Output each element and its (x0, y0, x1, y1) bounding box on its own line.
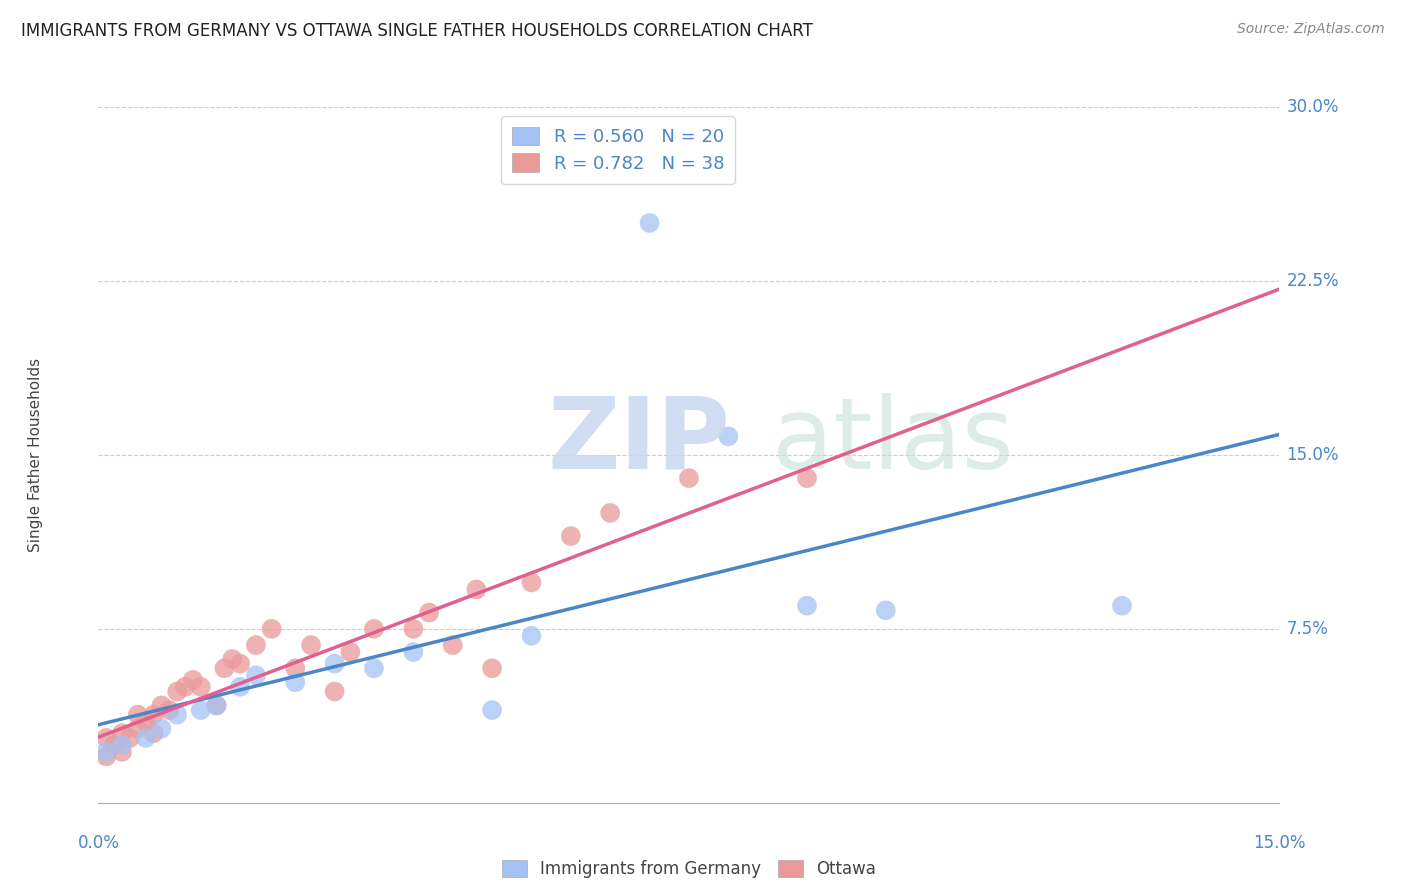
Point (520, 575, 543, 590)
Point (111, 745, 134, 759)
Point (599, 506, 621, 520)
Point (678, 471, 700, 485)
Point (402, 622, 425, 636)
Point (339, 645, 361, 659)
Point (181, 673, 204, 687)
Point (323, 657, 346, 671)
Point (638, 216, 661, 230)
Point (323, 684, 346, 698)
Point (118, 731, 141, 745)
Point (166, 707, 188, 722)
Point (205, 698, 228, 713)
Point (441, 638, 464, 652)
Point (363, 622, 385, 636)
Point (402, 645, 425, 659)
Text: 15.0%: 15.0% (1253, 834, 1306, 852)
Text: 22.5%: 22.5% (1286, 272, 1339, 290)
Point (299, 638, 322, 652)
Point (190, 703, 212, 717)
Point (796, 471, 818, 485)
Point (481, 661, 503, 675)
Point (229, 657, 252, 671)
Point (135, 714, 157, 729)
Point (174, 680, 197, 694)
Point (214, 661, 236, 675)
Point (284, 661, 307, 675)
Point (96, 745, 118, 759)
Point (96, 749, 118, 764)
Point (142, 726, 165, 740)
Point (190, 680, 212, 694)
Point (520, 629, 543, 643)
Point (157, 703, 180, 717)
Point (166, 684, 188, 698)
Point (560, 529, 582, 543)
Point (150, 698, 173, 713)
Point (127, 722, 149, 736)
Point (284, 675, 307, 690)
Point (875, 603, 897, 617)
Legend: Immigrants from Germany, Ottawa: Immigrants from Germany, Ottawa (495, 854, 883, 885)
Point (796, 599, 818, 613)
Point (245, 668, 267, 682)
Point (229, 680, 252, 694)
Text: 0.0%: 0.0% (77, 834, 120, 852)
Point (1111, 599, 1133, 613)
Point (465, 582, 488, 597)
Point (142, 707, 165, 722)
Point (127, 707, 149, 722)
Point (96, 731, 118, 745)
Point (205, 698, 228, 713)
Point (418, 606, 440, 620)
Text: 15.0%: 15.0% (1286, 446, 1339, 464)
Text: 30.0%: 30.0% (1286, 98, 1339, 116)
Point (260, 622, 283, 636)
Point (717, 429, 740, 443)
Point (111, 738, 134, 752)
Text: Source: ZipAtlas.com: Source: ZipAtlas.com (1237, 22, 1385, 37)
Point (103, 738, 125, 752)
Text: IMMIGRANTS FROM GERMANY VS OTTAWA SINGLE FATHER HOUSEHOLDS CORRELATION CHART: IMMIGRANTS FROM GERMANY VS OTTAWA SINGLE… (21, 22, 813, 40)
Point (150, 722, 173, 736)
Text: ZIP: ZIP (547, 392, 730, 490)
Point (363, 661, 385, 675)
Text: 7.5%: 7.5% (1286, 620, 1329, 638)
Point (245, 638, 267, 652)
Text: atlas: atlas (772, 392, 1014, 490)
Text: Single Father Households: Single Father Households (28, 358, 42, 552)
Point (221, 652, 243, 666)
Point (481, 703, 503, 717)
Point (135, 731, 157, 745)
Point (111, 726, 134, 740)
